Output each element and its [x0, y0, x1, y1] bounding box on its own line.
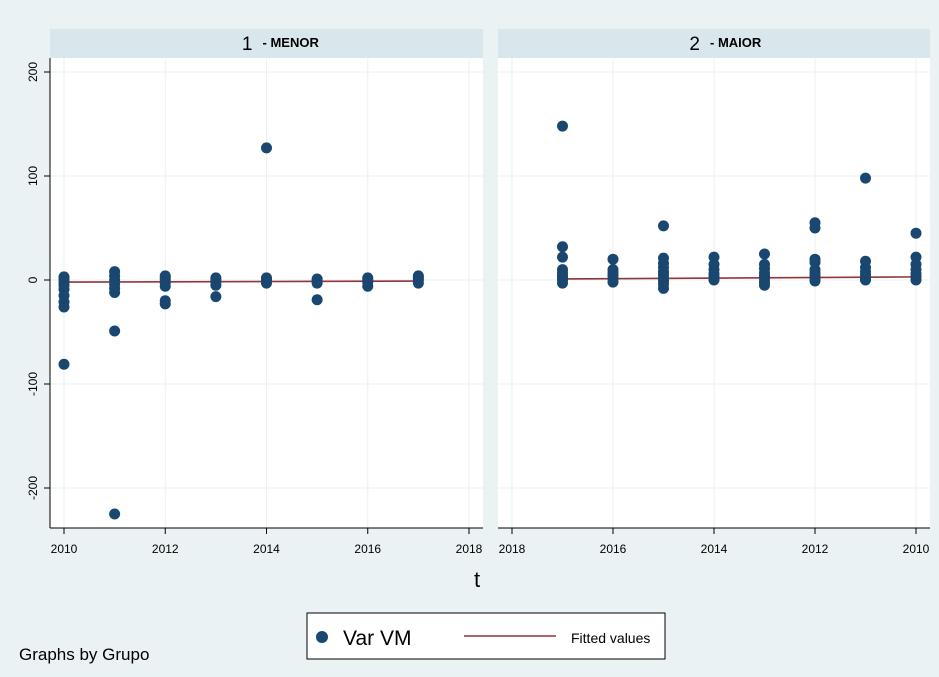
- data-point: [58, 301, 70, 313]
- y-tick-label: -200: [26, 476, 40, 500]
- data-point: [159, 280, 171, 292]
- data-point: [557, 277, 568, 289]
- data-point: [210, 291, 222, 303]
- data-point: [910, 274, 922, 286]
- x-tick-label: 2010: [51, 542, 78, 556]
- fitted-line: [63, 280, 419, 283]
- fitted-line: [562, 276, 917, 280]
- data-point: [311, 294, 323, 306]
- x-tick-label: 2018: [499, 542, 526, 556]
- data-point: [58, 358, 70, 370]
- data-point: [759, 248, 770, 260]
- panel-strip: [498, 29, 930, 58]
- panel-number: 1: [242, 34, 253, 55]
- data-point: [708, 274, 720, 286]
- data-point: [159, 298, 171, 310]
- data-point: [109, 325, 121, 337]
- data-point: [860, 172, 871, 184]
- panel-1: 1 - MENOR 2010 2012 2014 2016 2018 200 100 0 -100 -…: [26, 29, 483, 556]
- data-point: [759, 279, 770, 291]
- data-point: [557, 120, 568, 132]
- data-point: [109, 286, 121, 298]
- data-point: [910, 227, 922, 239]
- data-point: [261, 142, 272, 154]
- data-point: [210, 279, 222, 291]
- data-point: [809, 222, 821, 234]
- data-point: [658, 282, 669, 294]
- data-point: [557, 251, 568, 263]
- x-tick-label: 2016: [354, 542, 381, 556]
- data-point: [809, 275, 821, 287]
- y-tick-label: 200: [26, 62, 40, 82]
- legend-marker-var-vm: [316, 631, 328, 643]
- x-axis-title: t: [474, 567, 480, 592]
- panel-2: 2 - MAIOR 2018 2016 2014 2012 2010: [498, 29, 930, 556]
- data-point: [311, 277, 323, 289]
- panels: 1 - MENOR 2010 2012 2014 2016 2018 200 100 0 -100 -…: [26, 29, 930, 556]
- panel-strip: [50, 29, 483, 58]
- x-tick-label: 2018: [456, 542, 483, 556]
- graphs-by-note: Graphs by Grupo: [19, 645, 149, 664]
- data-point: [607, 276, 619, 288]
- x-tick-label: 2012: [802, 542, 829, 556]
- y-tick-label: -100: [26, 372, 40, 396]
- panel-number: 2: [689, 34, 700, 55]
- x-tick-label: 2016: [600, 542, 627, 556]
- panel-label: - MAIOR: [710, 35, 762, 50]
- y-tick-label: 100: [26, 166, 40, 186]
- x-tick-label: 2010: [903, 542, 930, 556]
- data-point: [362, 280, 374, 292]
- data-point: [412, 277, 424, 289]
- data-point: [557, 241, 568, 253]
- x-tick-label: 2014: [701, 542, 728, 556]
- data-point: [109, 508, 121, 520]
- data-point: [860, 274, 871, 286]
- data-point: [658, 220, 669, 232]
- x-tick-label: 2014: [253, 542, 280, 556]
- panel-label: - MENOR: [263, 35, 320, 50]
- data-point: [261, 277, 272, 289]
- data-point: [607, 253, 619, 265]
- legend-label-var-vm: Var VM: [343, 627, 411, 650]
- legend-label-fitted: Fitted values: [571, 630, 650, 646]
- x-tick-label: 2012: [152, 542, 179, 556]
- legend: Var VM Fitted values: [306, 612, 666, 660]
- y-tick-label: 0: [26, 276, 40, 283]
